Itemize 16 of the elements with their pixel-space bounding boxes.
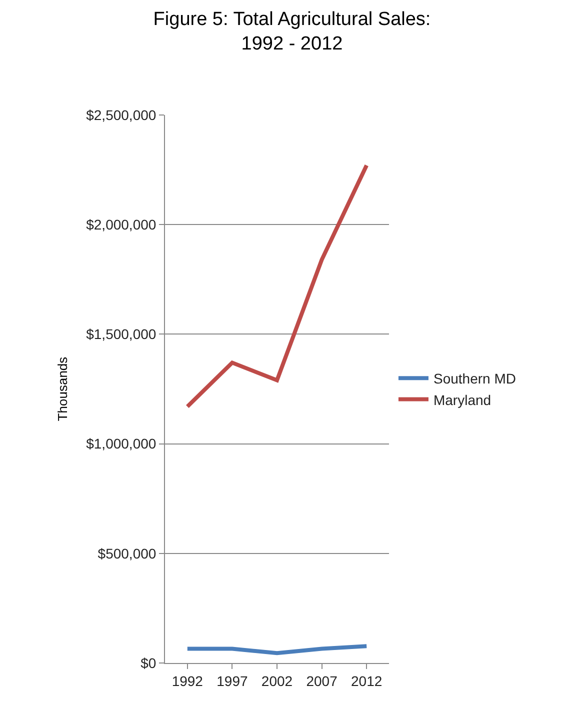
x-tick-label: 2012 <box>351 672 382 689</box>
y-tick-label: $2,000,000 <box>86 216 156 232</box>
line-series <box>185 163 369 409</box>
legend-label: Maryland <box>433 392 492 408</box>
chart-title: Figure 5: Total Agricultural Sales: 1992 - 2012 <box>153 8 431 54</box>
y-tick-label: $0 <box>140 654 156 671</box>
x-tick-label: 1997 <box>216 672 248 689</box>
x-tick-label: 2002 <box>261 672 293 689</box>
x-tick-label: 2007 <box>306 672 338 689</box>
y-tick-label: $500,000 <box>98 545 156 562</box>
y-tick-label: $1,000,000 <box>86 436 156 452</box>
x-tick-label: 1992 <box>172 672 204 689</box>
legend-label: Southern MD <box>433 370 516 387</box>
y-axis-title: Thousands <box>55 356 70 422</box>
y-tick-label: $2,500,000 <box>86 106 156 123</box>
y-tick-label: $1,500,000 <box>86 326 156 342</box>
